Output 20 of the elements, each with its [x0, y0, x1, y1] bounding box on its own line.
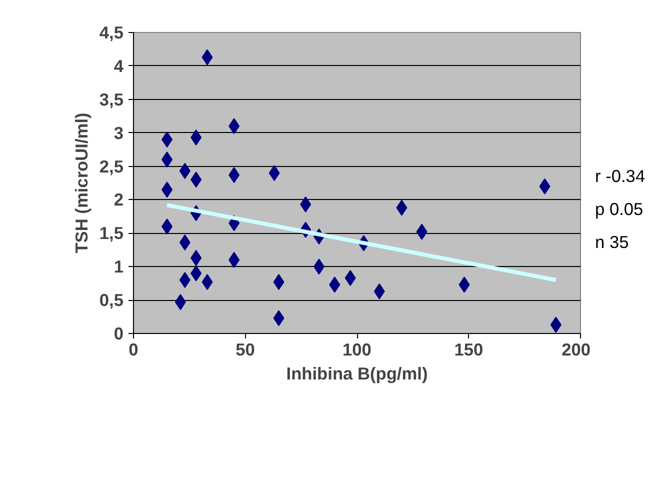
y-tick-label: 3,5 [99, 89, 124, 110]
y-tick-label: 0 [114, 324, 124, 344]
y-tick-label: 2,5 [99, 156, 124, 176]
x-tick-label: 150 [454, 340, 484, 360]
y-tick-label: 1 [114, 256, 124, 277]
text: p 0.05 [595, 198, 644, 221]
x-axis-title: Inhibina B(pg/ml) [286, 364, 428, 384]
x-tick-label: 0 [128, 340, 138, 360]
y-tick-label: 4,5 [99, 22, 124, 42]
y-tick-label: 0,5 [99, 290, 124, 310]
x-tick-label: 200 [562, 340, 591, 360]
y-tick-label: 3 [114, 122, 124, 143]
text: r -0.34 [595, 165, 646, 188]
text: n 35 [595, 231, 630, 254]
y-tick-label: 2 [114, 190, 124, 210]
x-tick-label: 100 [342, 340, 372, 360]
y-tick-label: 1,5 [99, 223, 124, 244]
y-tick-label: 4 [114, 56, 124, 76]
y-axis-title: TSH (microUI/ml) [71, 112, 92, 254]
x-tick-label: 50 [236, 340, 255, 360]
